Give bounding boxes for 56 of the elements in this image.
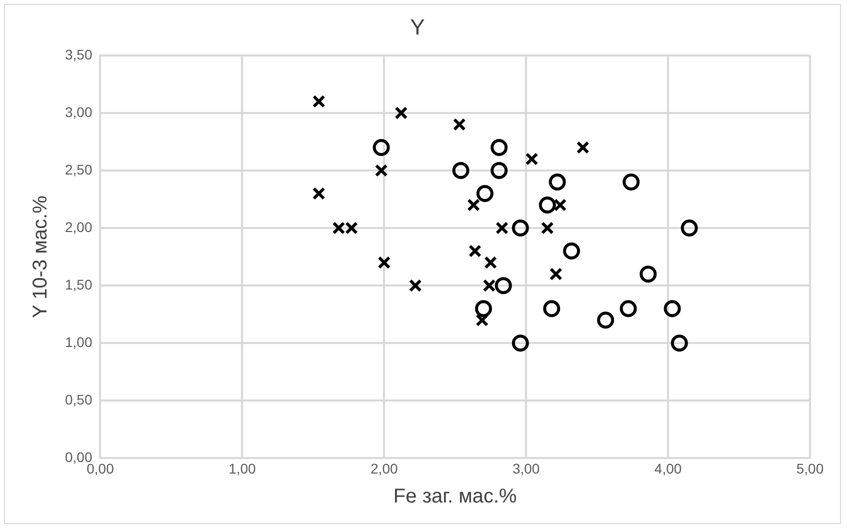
point bbox=[640, 266, 657, 283]
point bbox=[490, 138, 508, 156]
point bbox=[543, 300, 560, 318]
y-tick-label: 3,00 bbox=[65, 104, 92, 120]
point bbox=[549, 268, 562, 281]
point bbox=[494, 277, 512, 294]
y-tick-label: 1,50 bbox=[65, 276, 92, 292]
point bbox=[680, 220, 698, 237]
point bbox=[554, 198, 567, 212]
point bbox=[496, 222, 508, 234]
point bbox=[468, 244, 482, 258]
point bbox=[576, 141, 590, 154]
point bbox=[563, 242, 580, 260]
point bbox=[452, 118, 466, 131]
point bbox=[620, 300, 637, 318]
point bbox=[525, 152, 538, 166]
y-tick-label: 1,00 bbox=[65, 334, 92, 350]
point bbox=[482, 279, 496, 292]
point bbox=[548, 173, 566, 190]
y-tick-label: 0,50 bbox=[65, 392, 92, 408]
point bbox=[476, 314, 489, 327]
point bbox=[475, 300, 492, 318]
point bbox=[345, 222, 358, 234]
point bbox=[476, 185, 494, 202]
y-tick-label: 3,50 bbox=[65, 46, 92, 62]
point bbox=[540, 222, 554, 234]
point bbox=[332, 222, 346, 234]
point bbox=[622, 173, 640, 190]
point bbox=[484, 256, 498, 270]
x-tick-label: 4,00 bbox=[654, 460, 682, 476]
chart-title: Y bbox=[410, 14, 426, 40]
point bbox=[408, 279, 422, 292]
x-tick-label: 2,00 bbox=[370, 460, 398, 476]
point bbox=[538, 196, 556, 214]
point bbox=[452, 162, 470, 179]
point bbox=[664, 300, 681, 318]
x-axis-title: Fe заг. мас.% bbox=[393, 486, 518, 508]
x-tick-label: 1,00 bbox=[228, 460, 256, 476]
y-tick-label: 2,00 bbox=[65, 218, 92, 235]
point bbox=[512, 334, 529, 352]
y-axis-title: Y 10-3 мас.% bbox=[30, 195, 52, 318]
point bbox=[467, 198, 480, 212]
point bbox=[378, 256, 391, 270]
point bbox=[374, 164, 388, 177]
point bbox=[490, 162, 508, 179]
point bbox=[670, 334, 688, 352]
x-tick-label: 5,00 bbox=[796, 460, 824, 476]
point bbox=[372, 138, 390, 156]
point bbox=[597, 312, 614, 329]
y-tick-label: 0,00 bbox=[65, 449, 92, 466]
point bbox=[512, 220, 529, 237]
x-tick-label: 3,00 bbox=[512, 460, 540, 476]
point bbox=[394, 106, 408, 120]
y-tick-label: 2,50 bbox=[65, 161, 92, 178]
point bbox=[312, 94, 326, 108]
point bbox=[312, 187, 326, 200]
